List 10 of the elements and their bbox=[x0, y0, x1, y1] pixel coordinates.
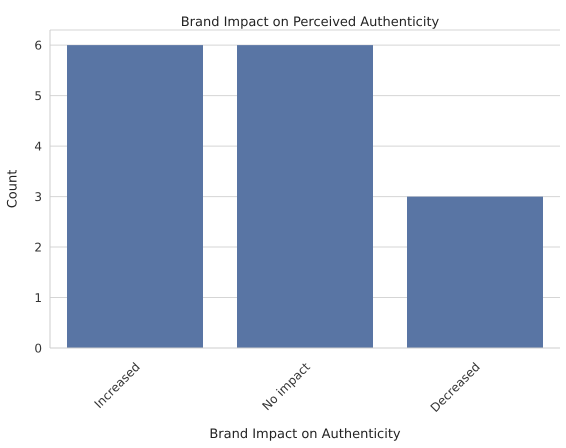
x-axis-title: Brand Impact on Authenticity bbox=[209, 427, 401, 442]
y-tick-label: 4 bbox=[34, 139, 42, 154]
y-tick-label: 3 bbox=[34, 190, 42, 204]
y-tick-label: 2 bbox=[34, 240, 42, 254]
y-tick-label: 6 bbox=[34, 38, 42, 52]
y-tick-label: 1 bbox=[34, 290, 42, 305]
chart-title: Brand Impact on Perceived Authenticity bbox=[180, 15, 440, 30]
y-axis-title: Count bbox=[6, 170, 21, 208]
y-tick-label: 0 bbox=[34, 341, 42, 356]
y-tick-label: 5 bbox=[34, 88, 42, 103]
